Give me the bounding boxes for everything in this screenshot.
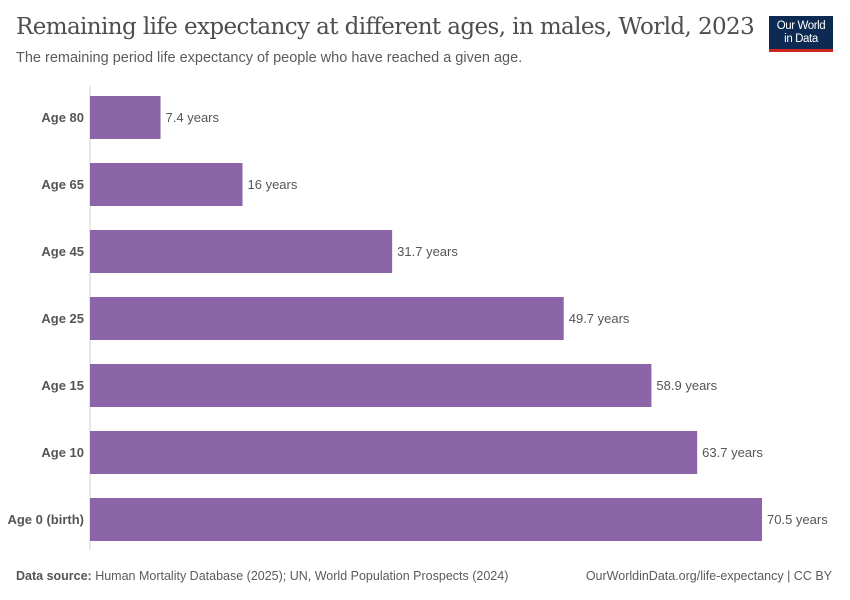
bar [90, 96, 161, 139]
category-label: Age 80 [41, 110, 84, 125]
data-label: 7.4 years [166, 110, 220, 125]
bar [90, 431, 698, 474]
bar [90, 163, 243, 206]
source-url[interactable]: OurWorldinData.org/life-expectancy | CC … [585, 569, 832, 583]
data-label: 49.7 years [569, 311, 630, 326]
bar-chart: Age 80 7.4 years Age 65 16 years Age 45 31.7 … [7, 86, 828, 550]
bar [90, 297, 564, 340]
data-label: 16 years [248, 177, 298, 192]
data-label: 63.7 years [702, 445, 763, 460]
logo-line1: Our World [776, 20, 826, 32]
bar [90, 364, 652, 407]
bar [90, 498, 762, 541]
logo-line2: in Data [784, 33, 818, 45]
category-label: Age 25 [41, 311, 84, 326]
category-label: Age 65 [41, 177, 84, 192]
source-label: Data source: [16, 569, 92, 583]
data-label: 58.9 years [656, 378, 717, 393]
category-label: Age 10 [41, 445, 84, 460]
category-label: Age 0 (birth) [7, 512, 84, 527]
owid-logo[interactable]: Our World in Data [769, 16, 833, 52]
category-label: Age 15 [41, 378, 84, 393]
bar [90, 230, 393, 273]
data-label: 70.5 years [767, 512, 828, 527]
data-source: Data source: Human Mortality Database (2… [16, 569, 508, 583]
data-label: 31.7 years [397, 244, 458, 259]
chart-subtitle: The remaining period life expectancy of … [16, 50, 523, 66]
source-text: Human Mortality Database (2025); UN, Wor… [91, 569, 509, 583]
category-label: Age 45 [41, 244, 84, 259]
chart-title: Remaining life expectancy at different a… [16, 14, 755, 40]
